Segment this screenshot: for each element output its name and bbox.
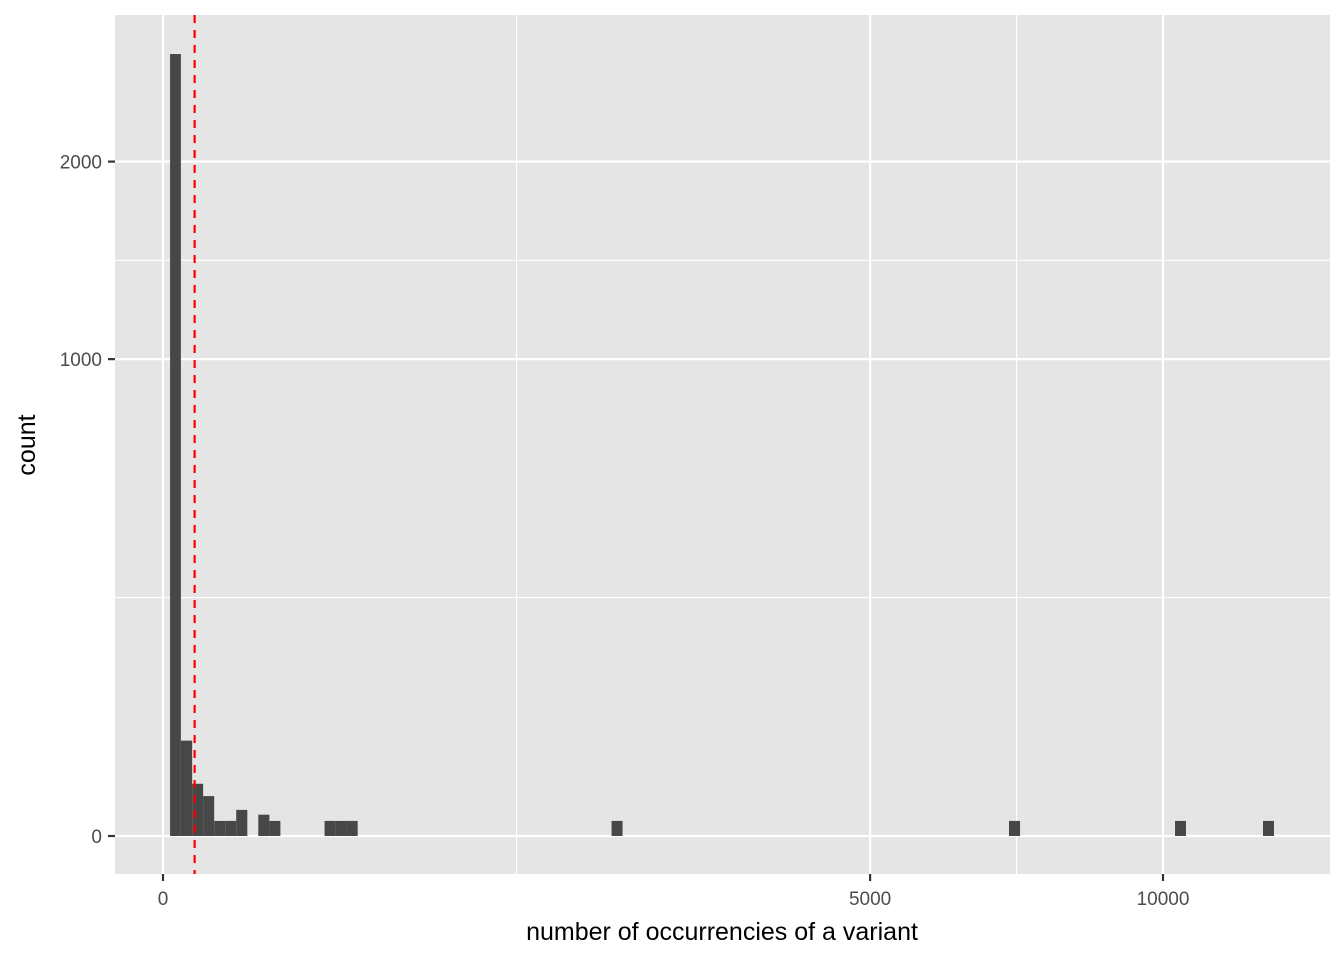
panel-background [115,15,1330,874]
histogram-bar [611,820,623,836]
y-tick-label: 0 [91,827,102,848]
axes: 0 5000 10000 0 1000 2000 [60,153,1190,910]
y-tick-label: 1000 [60,350,102,371]
x-tick-label: 5000 [849,889,891,910]
y-tick-label: 2000 [60,153,102,174]
bars [170,54,1274,837]
histogram-bar [335,820,347,836]
x-tick-label: 0 [158,889,169,910]
histogram-bar [258,814,270,836]
histogram-bar [236,809,248,836]
x-axis-label: number of occurrencies of a variant [526,918,918,946]
histogram-bar [225,820,237,836]
histogram-bar [203,796,215,836]
grid-lines [115,15,1330,874]
histogram-bar [346,820,358,836]
histogram-bar [180,740,193,836]
histogram-bar [170,54,181,837]
histogram-bar [269,820,281,836]
histogram-bar [1008,820,1021,836]
histogram-bar [324,820,336,836]
histogram-bar [192,783,204,836]
histogram-bar [1175,820,1186,836]
histogram-bar [1263,820,1274,836]
histogram-bar [214,820,226,836]
x-tick-label: 10000 [1137,889,1190,910]
y-axis-label: count [13,414,41,475]
